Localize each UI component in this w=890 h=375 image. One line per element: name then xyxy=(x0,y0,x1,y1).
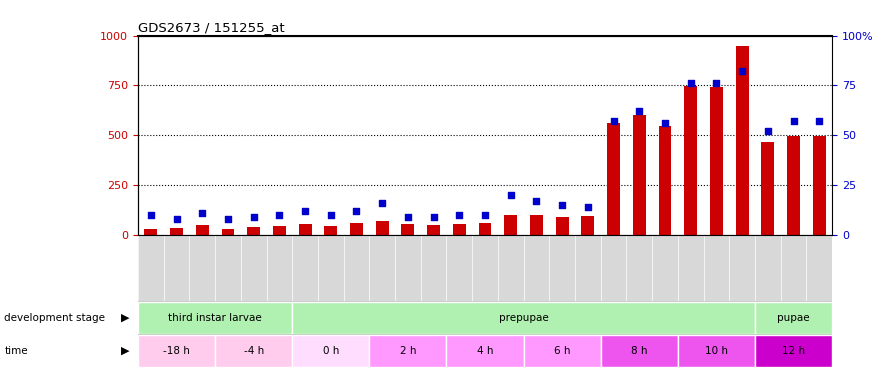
Bar xyxy=(678,335,755,367)
Point xyxy=(504,192,518,198)
Bar xyxy=(710,87,723,235)
Text: 2 h: 2 h xyxy=(400,346,417,356)
Bar xyxy=(479,223,491,235)
Point xyxy=(272,212,287,218)
Bar xyxy=(601,335,678,367)
Text: -4 h: -4 h xyxy=(244,346,263,356)
Bar xyxy=(401,224,415,235)
Text: 10 h: 10 h xyxy=(705,346,728,356)
Text: development stage: development stage xyxy=(4,313,105,323)
Point xyxy=(247,214,261,220)
Bar xyxy=(755,302,832,334)
Point xyxy=(452,212,466,218)
Point xyxy=(426,214,441,220)
Bar xyxy=(292,335,369,367)
Bar xyxy=(138,335,215,367)
Point xyxy=(530,198,544,204)
Point xyxy=(195,210,209,216)
Point xyxy=(658,120,672,126)
Point xyxy=(813,118,827,124)
Text: 12 h: 12 h xyxy=(782,346,805,356)
Bar xyxy=(299,224,312,235)
Text: time: time xyxy=(4,346,28,356)
Bar xyxy=(222,229,234,235)
Bar xyxy=(324,226,337,235)
Point xyxy=(169,216,183,222)
Text: 6 h: 6 h xyxy=(554,346,570,356)
Text: third instar larvae: third instar larvae xyxy=(168,313,262,323)
Bar xyxy=(427,225,440,235)
Point xyxy=(684,80,698,86)
Text: ▶: ▶ xyxy=(120,346,129,356)
Text: pupae: pupae xyxy=(777,313,810,323)
Bar xyxy=(369,335,447,367)
Text: 8 h: 8 h xyxy=(631,346,648,356)
Text: 4 h: 4 h xyxy=(477,346,493,356)
Point xyxy=(350,208,364,214)
Bar xyxy=(170,228,183,235)
Bar xyxy=(581,216,595,235)
Point xyxy=(581,204,595,210)
Bar xyxy=(736,46,748,235)
Bar xyxy=(755,335,832,367)
Bar xyxy=(523,335,601,367)
Bar xyxy=(762,141,774,235)
Text: prepupae: prepupae xyxy=(498,313,548,323)
Bar xyxy=(530,215,543,235)
Point xyxy=(632,108,646,114)
Bar xyxy=(607,123,620,235)
Bar xyxy=(144,229,158,235)
Bar xyxy=(196,225,208,235)
Bar xyxy=(813,136,826,235)
Point xyxy=(709,80,724,86)
Bar xyxy=(659,126,671,235)
Point xyxy=(143,212,158,218)
Point xyxy=(298,208,312,214)
Bar xyxy=(350,223,363,235)
Bar xyxy=(215,335,292,367)
Point xyxy=(400,214,415,220)
Point xyxy=(735,69,749,75)
Bar xyxy=(555,217,569,235)
Point xyxy=(555,202,570,208)
Bar xyxy=(633,115,646,235)
Text: ▶: ▶ xyxy=(120,313,129,323)
Bar xyxy=(376,221,389,235)
Point xyxy=(375,200,389,206)
Point xyxy=(761,128,775,134)
Bar xyxy=(273,226,286,235)
Text: -18 h: -18 h xyxy=(163,346,190,356)
Bar xyxy=(292,302,755,334)
Text: 0 h: 0 h xyxy=(322,346,339,356)
Text: GDS2673 / 151255_at: GDS2673 / 151255_at xyxy=(138,21,285,34)
Point xyxy=(606,118,620,124)
Bar xyxy=(453,224,465,235)
Point xyxy=(221,216,235,222)
Bar xyxy=(684,86,697,235)
Bar xyxy=(247,227,260,235)
Bar xyxy=(505,215,517,235)
Bar xyxy=(138,302,292,334)
Bar xyxy=(787,136,800,235)
Point xyxy=(324,212,338,218)
Bar xyxy=(447,335,523,367)
Point xyxy=(478,212,492,218)
Point xyxy=(787,118,801,124)
